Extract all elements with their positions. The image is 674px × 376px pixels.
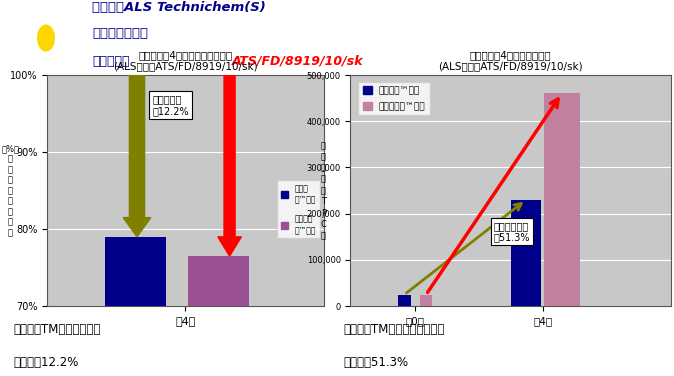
Text: 国际认证实验室: 国际认证实验室 xyxy=(92,27,148,40)
Bar xyxy=(544,94,580,306)
Bar xyxy=(105,237,166,306)
Text: 使用磁云TM保鲜，质量损: 使用磁云TM保鲜，质量损 xyxy=(13,323,101,336)
Text: ATS/FD/8919/10/sk: ATS/FD/8919/10/sk xyxy=(231,55,363,68)
Text: 量: 量 xyxy=(321,175,326,184)
Polygon shape xyxy=(15,12,77,60)
Text: T: T xyxy=(321,197,326,206)
Bar xyxy=(398,295,410,306)
Text: 程: 程 xyxy=(7,218,13,227)
Text: 率减少达51.3%: 率减少达51.3% xyxy=(344,356,409,369)
Text: 实验室：ALS Technichem(S): 实验室：ALS Technichem(S) xyxy=(92,1,266,14)
FancyArrow shape xyxy=(218,75,241,256)
Bar xyxy=(511,200,541,306)
Text: 报告编号：: 报告编号： xyxy=(92,55,129,68)
Text: （%）: （%） xyxy=(1,144,19,153)
Text: 失: 失 xyxy=(7,207,13,216)
Text: 质: 质 xyxy=(7,176,13,185)
Text: 菜: 菜 xyxy=(7,165,13,174)
Text: 细: 细 xyxy=(321,141,326,150)
Text: 总: 总 xyxy=(321,164,326,173)
Text: 失减少达12.2%: 失减少达12.2% xyxy=(13,356,79,369)
Legend: 使用磁云™保鲜, 不使用磁云™保鲜: 使用磁云™保鲜, 不使用磁云™保鲜 xyxy=(358,82,430,115)
Text: ALS: ALS xyxy=(37,53,55,62)
Ellipse shape xyxy=(37,24,55,52)
Text: P: P xyxy=(321,209,326,218)
Text: 菌: 菌 xyxy=(321,152,326,161)
Text: 细菌生长减少
了51.3%: 细菌生长减少 了51.3% xyxy=(494,221,530,242)
Text: ALS Technichem: ALS Technichem xyxy=(24,77,68,82)
Text: 蔬: 蔬 xyxy=(7,155,13,164)
Text: 使用磁云TM保鲜，细菌总增长: 使用磁云TM保鲜，细菌总增长 xyxy=(344,323,445,336)
FancyArrow shape xyxy=(123,75,151,237)
Text: 损: 损 xyxy=(7,197,13,206)
Bar xyxy=(420,295,433,306)
Text: C: C xyxy=(321,220,326,229)
Text: ）: ） xyxy=(321,231,326,240)
Text: 量: 量 xyxy=(7,186,13,195)
Legend: 使用磁
云™保鲜, 不使用磁
云™保鲜: 使用磁 云™保鲜, 不使用磁 云™保鲜 xyxy=(277,180,319,238)
Text: 度: 度 xyxy=(7,228,13,237)
Title: 在冰箱存储4天后蔬菜的质量损失
(ALS报告：ATS/FD/8919/10/sk): 在冰箱存储4天后蔬菜的质量损失 (ALS报告：ATS/FD/8919/10/sk… xyxy=(113,50,257,71)
Text: （: （ xyxy=(321,186,326,195)
Title: 在冰箱存储4天后细菌增长量
(ALS报告：ATS/FD/8919/10/sk): 在冰箱存储4天后细菌增长量 (ALS报告：ATS/FD/8919/10/sk) xyxy=(438,50,583,71)
Bar xyxy=(188,256,249,306)
Text: 失水量减少
达12.2%: 失水量减少 达12.2% xyxy=(152,94,189,116)
